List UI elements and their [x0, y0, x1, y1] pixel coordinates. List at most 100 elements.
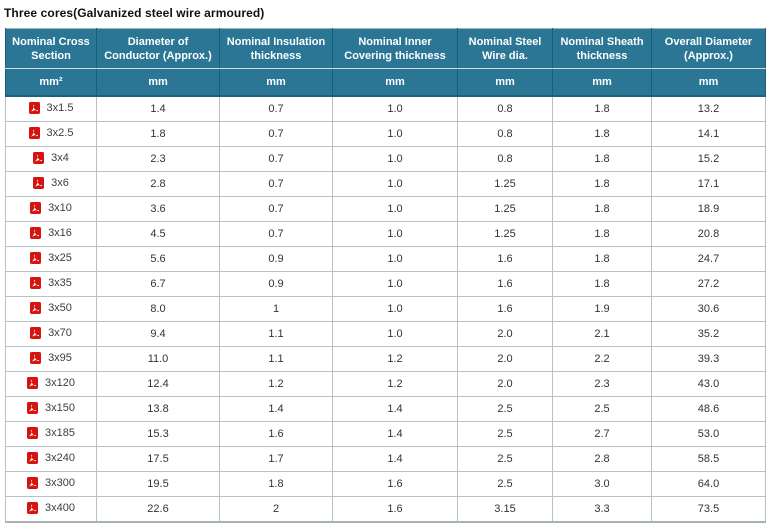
- pdf-file-icon[interactable]: [30, 326, 42, 339]
- section-wrap: 3x300: [27, 477, 75, 489]
- header-label-row: Nominal Cross Section Diameter of Conduct…: [5, 28, 766, 69]
- value-cell-nominal-sheath-thickness: 1.8: [552, 221, 652, 247]
- value-cell-nominal-insulation-thickness: 0.9: [219, 246, 333, 272]
- value-cell-diameter-of-conductor: 13.8: [96, 396, 220, 422]
- value-cell-diameter-of-conductor: 11.0: [96, 346, 220, 372]
- section-wrap: 3x95: [30, 352, 72, 364]
- section-label: 3x95: [48, 351, 72, 364]
- value-cell-nominal-inner-covering-thickness: 1.2: [332, 371, 458, 397]
- value-cell-nominal-insulation-thickness: 1.4: [219, 396, 333, 422]
- pdf-file-icon[interactable]: [30, 226, 42, 239]
- value-cell-nominal-sheath-thickness: 1.8: [552, 95, 652, 122]
- value-cell-nominal-sheath-thickness: 3.3: [552, 496, 652, 523]
- pdf-file-icon[interactable]: [30, 201, 42, 214]
- pdf-file-icon[interactable]: [28, 101, 40, 114]
- value-cell-overall-diameter: 43.0: [651, 371, 766, 397]
- value-cell-diameter-of-conductor: 15.3: [96, 421, 220, 447]
- section-label: 3x240: [45, 451, 75, 464]
- col-unit-nominal-inner-covering-thickness: mm: [332, 68, 458, 97]
- value-cell-nominal-steel-wire-dia: 1.25: [457, 196, 553, 222]
- pdf-file-icon[interactable]: [33, 151, 45, 164]
- table-row: 3x70 9.4 1.1 1.0 2.0 2.1 35.2: [5, 321, 766, 347]
- col-header-nominal-sheath-thickness: Nominal Sheath thickness: [552, 28, 652, 69]
- value-cell-nominal-insulation-thickness: 1.2: [219, 371, 333, 397]
- section-wrap: 3x50: [30, 302, 72, 314]
- value-cell-nominal-inner-covering-thickness: 1.0: [332, 171, 458, 197]
- pdf-file-icon[interactable]: [27, 401, 38, 414]
- section-wrap: 3x240: [27, 452, 75, 464]
- pdf-file-icon[interactable]: [27, 476, 38, 489]
- value-cell-nominal-steel-wire-dia: 2.0: [457, 371, 553, 397]
- table-header: Nominal Cross Section Diameter of Conduct…: [5, 28, 766, 97]
- section-label: 3x25: [48, 251, 72, 264]
- section-wrap: 3x120: [27, 377, 75, 389]
- section-cell: 3x70: [5, 321, 97, 347]
- value-cell-nominal-sheath-thickness: 1.8: [552, 146, 652, 172]
- pdf-file-icon[interactable]: [28, 126, 40, 139]
- value-cell-nominal-insulation-thickness: 1: [219, 296, 333, 322]
- col-header-nominal-insulation-thickness: Nominal Insulation thickness: [219, 28, 333, 69]
- value-cell-nominal-sheath-thickness: 1.8: [552, 196, 652, 222]
- value-cell-overall-diameter: 53.0: [651, 421, 766, 447]
- col-unit-nominal-cross-section: mm²: [5, 68, 97, 97]
- table-row: 3x95 11.0 1.1 1.2 2.0 2.2 39.3: [5, 346, 766, 372]
- table-row: 3x16 4.5 0.7 1.0 1.25 1.8 20.8: [5, 221, 766, 247]
- value-cell-nominal-inner-covering-thickness: 1.2: [332, 346, 458, 372]
- pdf-file-icon[interactable]: [30, 276, 42, 289]
- section-label: 3x50: [48, 301, 72, 314]
- col-unit-nominal-insulation-thickness: mm: [219, 68, 333, 97]
- section-wrap: 3x400: [27, 502, 75, 514]
- value-cell-nominal-inner-covering-thickness: 1.0: [332, 271, 458, 297]
- value-cell-nominal-steel-wire-dia: 2.0: [457, 321, 553, 347]
- value-cell-diameter-of-conductor: 2.3: [96, 146, 220, 172]
- section-label: 3x2.5: [46, 126, 74, 139]
- section-wrap: 3x35: [30, 277, 72, 289]
- value-cell-overall-diameter: 15.2: [651, 146, 766, 172]
- value-cell-overall-diameter: 24.7: [651, 246, 766, 272]
- value-cell-nominal-insulation-thickness: 1.6: [219, 421, 333, 447]
- value-cell-overall-diameter: 13.2: [651, 95, 766, 122]
- pdf-file-icon[interactable]: [30, 301, 42, 314]
- pdf-file-icon[interactable]: [30, 351, 42, 364]
- section-label: 3x10: [48, 201, 72, 214]
- value-cell-overall-diameter: 18.9: [651, 196, 766, 222]
- section-cell: 3x400: [5, 496, 97, 523]
- page-title: Three cores(Galvanized steel wire armour…: [4, 6, 265, 20]
- value-cell-overall-diameter: 39.3: [651, 346, 766, 372]
- section-label: 3x4: [51, 151, 69, 164]
- pdf-file-icon[interactable]: [27, 451, 38, 464]
- value-cell-nominal-sheath-thickness: 2.7: [552, 421, 652, 447]
- value-cell-overall-diameter: 64.0: [651, 471, 766, 497]
- pdf-file-icon[interactable]: [27, 376, 38, 389]
- pdf-file-icon[interactable]: [33, 176, 45, 189]
- value-cell-overall-diameter: 27.2: [651, 271, 766, 297]
- col-unit-nominal-steel-wire-dia: mm: [457, 68, 553, 97]
- section-wrap: 3x150: [27, 402, 75, 414]
- value-cell-overall-diameter: 48.6: [651, 396, 766, 422]
- value-cell-nominal-insulation-thickness: 1.7: [219, 446, 333, 472]
- section-cell: 3x120: [5, 371, 97, 397]
- section-label: 3x70: [48, 326, 72, 339]
- table-row: 3x4 2.3 0.7 1.0 0.8 1.8 15.2: [5, 146, 766, 172]
- value-cell-diameter-of-conductor: 5.6: [96, 246, 220, 272]
- section-label: 3x120: [45, 376, 75, 389]
- value-cell-nominal-sheath-thickness: 3.0: [552, 471, 652, 497]
- value-cell-nominal-insulation-thickness: 0.9: [219, 271, 333, 297]
- value-cell-nominal-insulation-thickness: 0.7: [219, 146, 333, 172]
- table-row: 3x10 3.6 0.7 1.0 1.25 1.8 18.9: [5, 196, 766, 222]
- section-wrap: 3x70: [30, 327, 72, 339]
- pdf-file-icon[interactable]: [30, 251, 42, 264]
- value-cell-diameter-of-conductor: 3.6: [96, 196, 220, 222]
- value-cell-overall-diameter: 58.5: [651, 446, 766, 472]
- section-label: 3x300: [45, 476, 75, 489]
- section-label: 3x400: [45, 501, 75, 514]
- table-row: 3x35 6.7 0.9 1.0 1.6 1.8 27.2: [5, 271, 766, 297]
- pdf-file-icon[interactable]: [27, 501, 38, 514]
- value-cell-nominal-steel-wire-dia: 1.25: [457, 221, 553, 247]
- pdf-file-icon[interactable]: [27, 426, 38, 439]
- value-cell-nominal-sheath-thickness: 2.8: [552, 446, 652, 472]
- section-label: 3x35: [48, 276, 72, 289]
- value-cell-nominal-sheath-thickness: 1.8: [552, 271, 652, 297]
- value-cell-diameter-of-conductor: 22.6: [96, 496, 220, 523]
- value-cell-overall-diameter: 30.6: [651, 296, 766, 322]
